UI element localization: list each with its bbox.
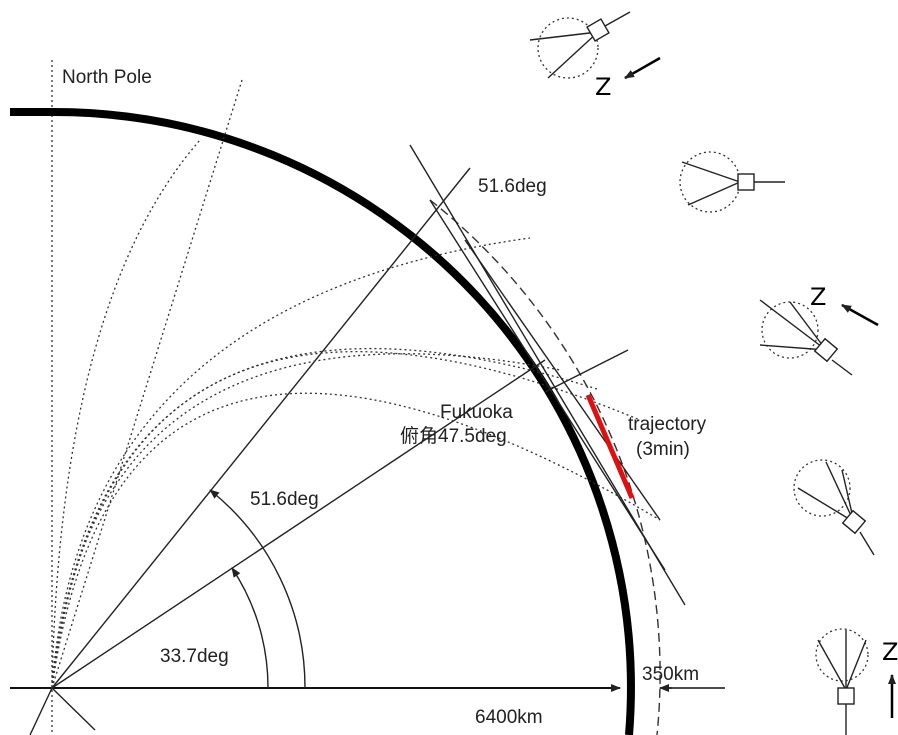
dotted-arc xyxy=(51,237,531,689)
z-label: Z xyxy=(595,73,611,101)
inclination-arc-label: 51.6deg xyxy=(250,489,319,510)
altitude-label: 350km xyxy=(642,664,699,685)
north-pole-label: North Pole xyxy=(62,67,152,88)
fukuoka-radius xyxy=(51,359,546,689)
latitude-arc xyxy=(231,567,269,689)
duration-label: (3min) xyxy=(636,439,690,460)
dotted-line xyxy=(51,79,243,689)
inclination-line xyxy=(51,167,471,689)
fukuoka-label: Fukuoka xyxy=(440,402,513,423)
axis-tail xyxy=(51,687,96,731)
earth-surface xyxy=(10,107,635,735)
tangent-line xyxy=(429,199,666,571)
inclination-arc xyxy=(209,489,306,689)
latitude-label: 33.7deg xyxy=(160,646,229,667)
trajectory-label: trajectory xyxy=(628,414,707,435)
z-label: Z xyxy=(810,283,826,311)
dotted-arc xyxy=(51,347,601,689)
z-arrows xyxy=(624,56,896,718)
tangent-line xyxy=(464,239,661,521)
dotted-arc xyxy=(51,392,661,689)
horizon-line xyxy=(544,349,629,393)
dotted-arc xyxy=(51,139,201,689)
z-label: Z xyxy=(882,638,898,666)
depression-label: 俯角47.5deg xyxy=(400,425,507,447)
trajectory-line xyxy=(585,394,635,499)
axis-tail xyxy=(29,687,53,735)
inclination-label: 51.6deg xyxy=(478,176,547,197)
orbit-circle xyxy=(429,199,661,735)
dotted-arc xyxy=(51,353,561,689)
satellite-icons xyxy=(529,11,875,735)
radius-label: 6400km xyxy=(475,707,543,728)
